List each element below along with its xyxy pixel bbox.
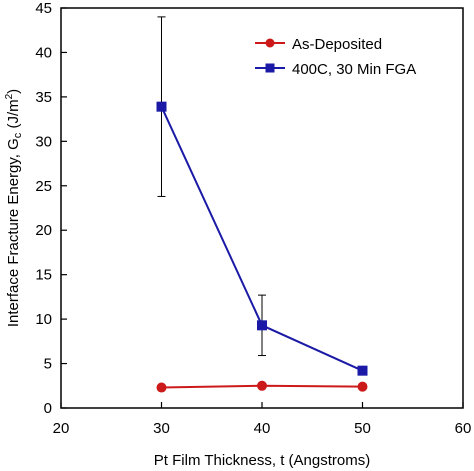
data-point — [156, 101, 167, 112]
data-point — [357, 381, 368, 392]
y-tick-label: 35 — [35, 89, 52, 106]
tick-labels: 20 30 40 50 60 0 5 10 15 20 25 30 35 40 45 — [35, 0, 471, 437]
legend: As-Deposited 400C, 30 Min FGA — [255, 36, 416, 78]
y-axis-title: Interface Fracture Energy, Gc (J/m2) — [4, 89, 24, 327]
y-tick-label: 40 — [35, 44, 52, 61]
y-tick-label: 20 — [35, 222, 52, 239]
legend-label-400c-30-min-fga: 400C, 30 Min FGA — [292, 61, 416, 78]
x-tick-label: 30 — [153, 420, 170, 437]
data-point — [257, 320, 267, 331]
y-tick-label: 5 — [44, 356, 52, 373]
y-tick-label: 30 — [35, 133, 52, 150]
legend-marker — [265, 63, 275, 73]
data-point — [156, 382, 167, 393]
y-tick-label: 0 — [44, 400, 52, 417]
legend-label-as-deposited: As-Deposited — [292, 36, 382, 53]
series-1 — [156, 16, 368, 376]
y-tick-label: 10 — [35, 311, 52, 328]
series-0 — [156, 380, 368, 393]
legend-item-400c-30-min-fga: 400C, 30 Min FGA — [255, 61, 416, 78]
y-tick-label: 15 — [35, 267, 52, 284]
axis-ticks — [60, 7, 464, 409]
x-tick-label: 20 — [53, 420, 70, 437]
legend-marker — [265, 38, 275, 48]
x-tick-label: 50 — [354, 420, 371, 437]
y-tick-label: 25 — [35, 178, 52, 195]
data-point — [357, 365, 368, 376]
x-axis-title: Pt Film Thickness, t (Angstroms) — [154, 452, 370, 469]
y-tick-label: 45 — [35, 0, 52, 17]
data-point — [257, 380, 267, 391]
series-layer — [156, 16, 368, 393]
legend-item-as-deposited: As-Deposited — [255, 36, 382, 53]
x-tick-label: 40 — [254, 420, 271, 437]
x-tick-label: 60 — [455, 420, 472, 437]
